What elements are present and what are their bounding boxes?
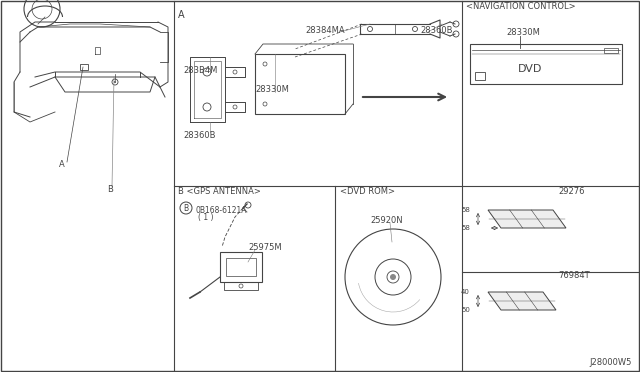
Text: <DVD ROM>: <DVD ROM> (340, 186, 395, 196)
Text: ( 1 ): ( 1 ) (198, 212, 214, 221)
Text: 283B4M: 283B4M (183, 65, 218, 74)
Text: 50: 50 (461, 307, 470, 313)
Bar (475, 72, 485, 80)
Text: 40: 40 (461, 289, 470, 295)
Text: 28330M: 28330M (255, 84, 289, 93)
Bar (80, 64, 88, 70)
Text: 25975M: 25975M (248, 243, 282, 251)
Polygon shape (488, 210, 566, 228)
Bar (470, 44, 622, 84)
Text: J28000W5: J28000W5 (589, 358, 632, 367)
Text: 58: 58 (461, 207, 470, 213)
Text: <NAVIGATION CONTROL>: <NAVIGATION CONTROL> (466, 1, 575, 10)
Text: 28360B: 28360B (420, 26, 452, 35)
Text: 25920N: 25920N (370, 215, 403, 224)
Circle shape (390, 274, 396, 280)
Text: 28360B: 28360B (183, 131, 216, 140)
Bar (226, 258, 256, 276)
Text: A: A (178, 10, 184, 20)
Text: 58: 58 (461, 225, 470, 231)
Text: A: A (59, 160, 65, 169)
Text: 28330M: 28330M (506, 28, 540, 36)
Text: B: B (107, 185, 113, 193)
Text: 29276: 29276 (558, 186, 584, 196)
Text: 0B168-6121A: 0B168-6121A (196, 205, 248, 215)
Text: 76984T: 76984T (558, 270, 589, 279)
Bar (255, 54, 345, 114)
Text: B: B (184, 203, 189, 212)
Polygon shape (488, 292, 556, 310)
Bar (220, 252, 262, 282)
Text: DVD: DVD (518, 64, 542, 74)
Bar (224, 282, 258, 290)
Text: B <GPS ANTENNA>: B <GPS ANTENNA> (178, 186, 261, 196)
Bar (604, 48, 618, 53)
Text: 28384MA: 28384MA (305, 26, 344, 35)
Circle shape (114, 81, 116, 83)
